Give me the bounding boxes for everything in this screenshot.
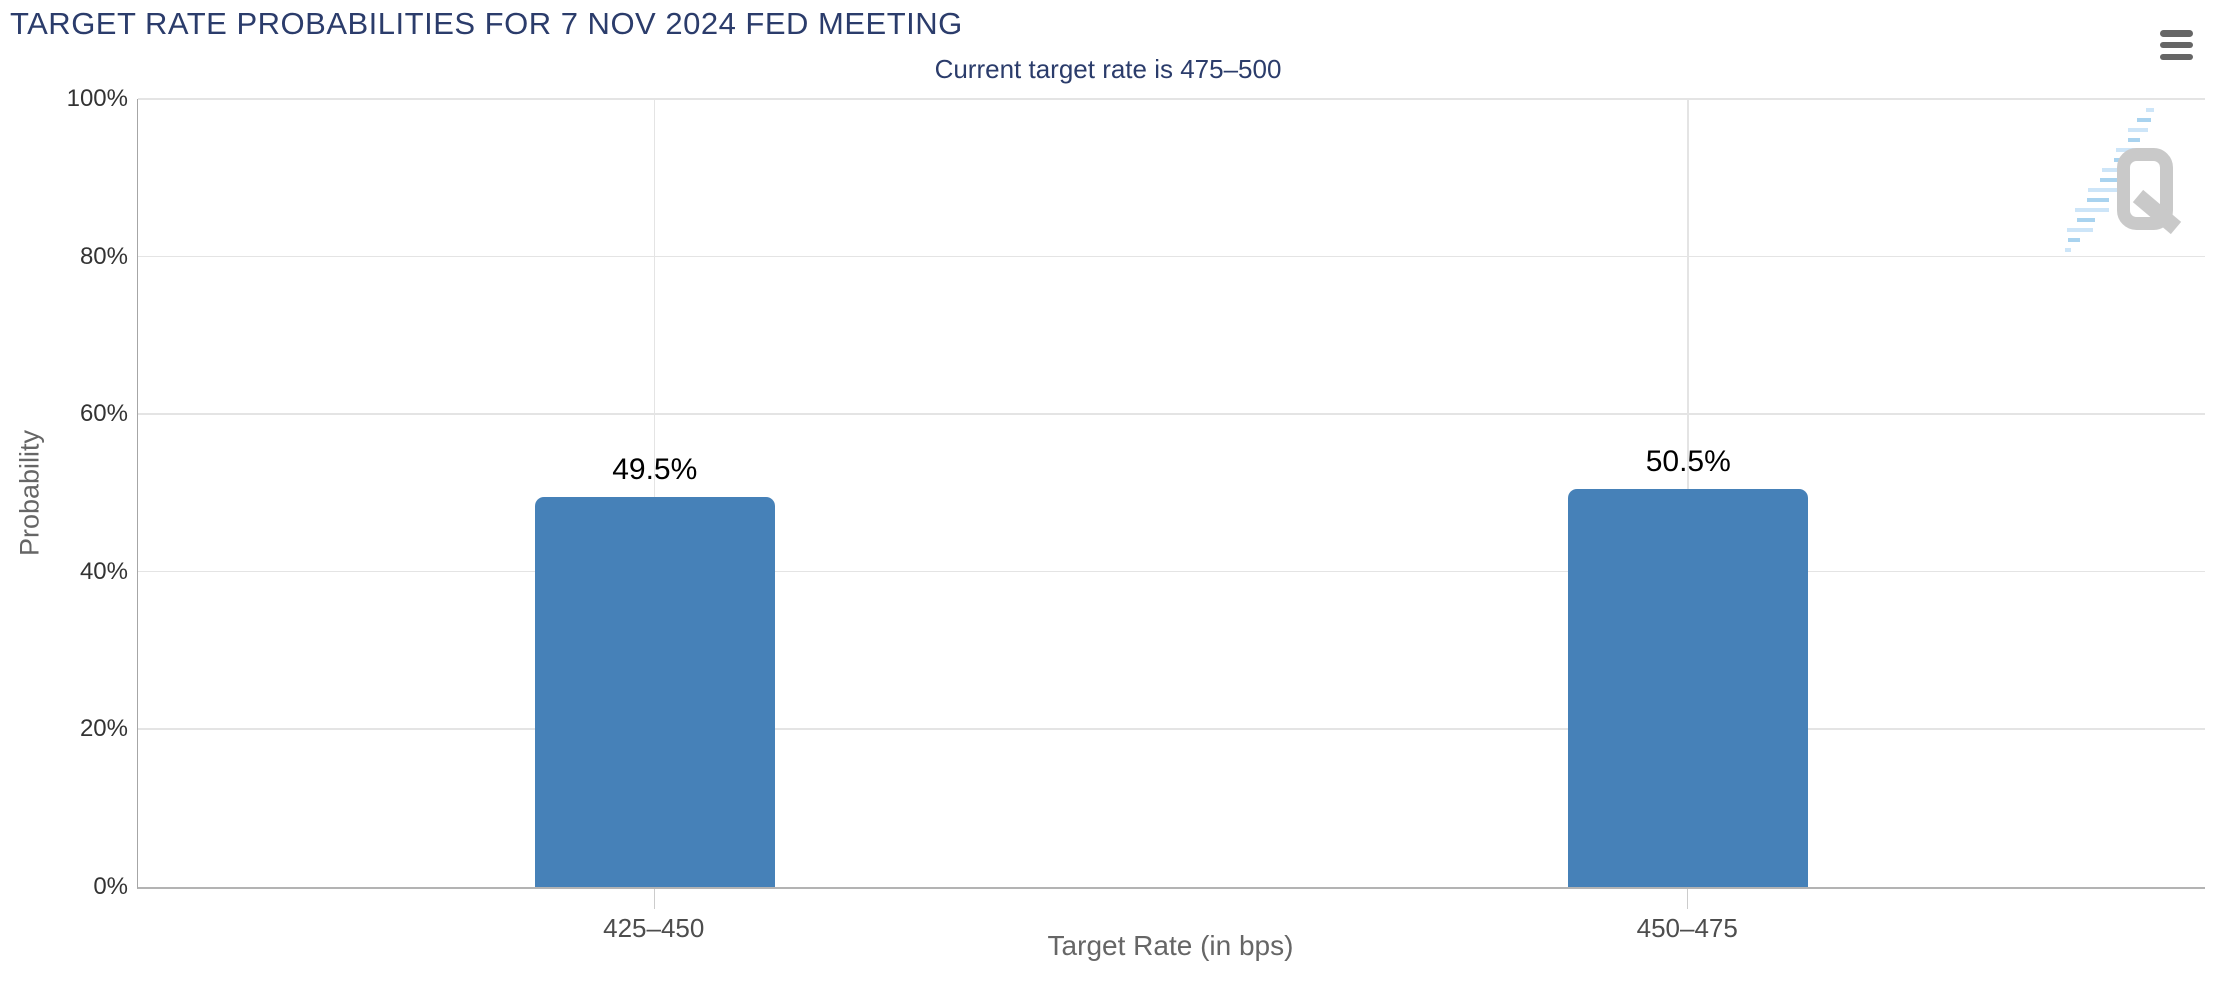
x-category-label: 425–450: [603, 913, 705, 943]
hamburger-icon: [2160, 30, 2193, 37]
gridline-y-80: [138, 255, 2205, 258]
y-tick-label: 20%: [79, 715, 128, 743]
chart-context-menu-button[interactable]: [2160, 30, 2193, 60]
hamburger-icon: [2160, 41, 2193, 49]
gridline-x-1: [653, 99, 656, 887]
y-axis-title: Probability: [14, 429, 45, 557]
plot-area: 49.5% 50.5%: [137, 98, 2205, 889]
chart-title: TARGET RATE PROBABILITIES FOR 7 NOV 2024…: [10, 6, 963, 41]
x-tick-mark: [653, 889, 655, 909]
gridline-y-40: [138, 570, 2205, 573]
gridline-y-100: [138, 98, 2205, 100]
y-tick-label: 60%: [79, 400, 128, 428]
bar-425–450[interactable]: [534, 496, 775, 887]
x-category-label: 450–475: [1636, 913, 1738, 943]
bar-value-label: 50.5%: [1645, 445, 1731, 479]
gridline-y-20: [138, 728, 2205, 730]
x-axis-title: Target Rate (in bps): [1047, 930, 1294, 961]
y-tick-label: 40%: [79, 557, 128, 585]
y-tick-label: 0%: [93, 873, 128, 900]
hamburger-icon: [2160, 53, 2193, 60]
y-tick-label: 100%: [66, 85, 128, 112]
bar-value-label: 49.5%: [612, 452, 698, 486]
y-tick-label: 80%: [79, 242, 128, 270]
gridline-y-60: [138, 413, 2205, 415]
bar-450–475[interactable]: [1568, 489, 1809, 887]
chart-subtitle: Current target rate is 475–500: [934, 54, 1282, 84]
x-tick-mark: [1687, 889, 1689, 909]
